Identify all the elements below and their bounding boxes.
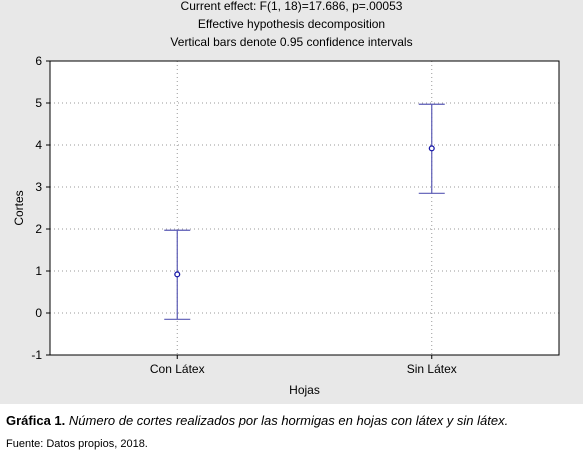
caption-text: Número de cortes realizados por las horm…	[68, 413, 509, 428]
chart-title-line-3: Vertical bars denote 0.95 confidence int…	[170, 35, 413, 49]
y-tick-label: -1	[31, 348, 42, 362]
y-tick-label: 2	[35, 222, 42, 236]
figure-panel: Current effect: F(1, 18)=17.686, p=.0005…	[0, 0, 583, 404]
chart-svg: -1 0 1 2 3 4 5 6 Con Látex Sin Látex Hojas Cortes	[12, 54, 560, 397]
y-axis-label: Cortes	[12, 190, 26, 225]
x-tick-label: Sin Látex	[407, 362, 457, 376]
y-tick-label: 3	[35, 180, 42, 194]
y-tick-label: 5	[35, 96, 42, 110]
y-tick-label: 0	[35, 306, 42, 320]
plot-area	[50, 61, 559, 355]
y-tick-label: 4	[35, 138, 42, 152]
x-axis-label: Hojas	[289, 383, 320, 397]
figure-caption: Gráfica 1. Número de cortes realizados p…	[6, 413, 581, 429]
y-tick-label: 6	[35, 54, 42, 68]
plot-border	[49, 60, 560, 356]
mean-point	[428, 145, 435, 152]
mean-point	[174, 271, 181, 278]
y-tick-label: 1	[35, 264, 42, 278]
chart-title-line-2: Effective hypothesis decomposition	[197, 17, 386, 31]
caption-label: Gráfica 1.	[6, 413, 66, 428]
x-tick-label: Con Látex	[150, 362, 205, 376]
chart-title-line-1: Current effect: F(1, 18)=17.686, p=.0005…	[180, 0, 403, 13]
figure-source: Fuente: Datos propios, 2018.	[6, 438, 148, 450]
